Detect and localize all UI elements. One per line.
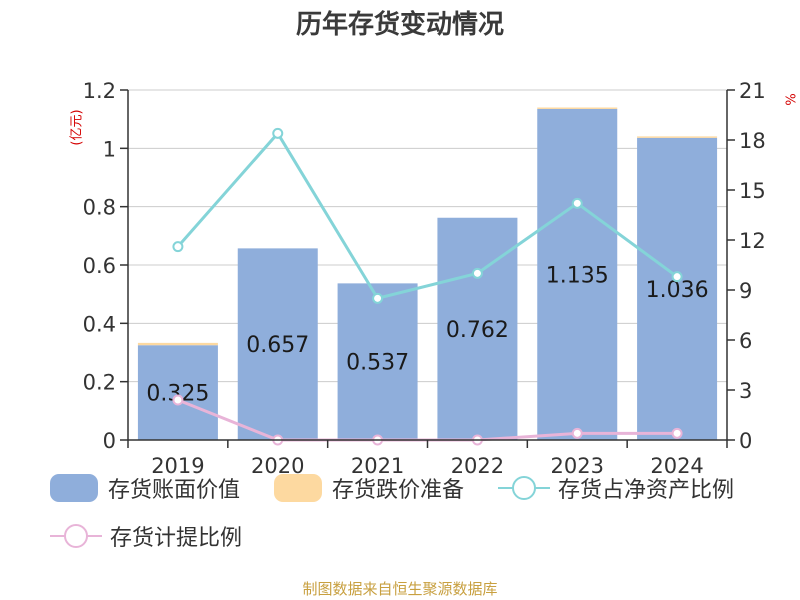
bar-book-value	[137, 345, 218, 440]
bar-series	[137, 107, 718, 441]
legend-swatch-book-value	[50, 474, 98, 502]
bar-impairment	[137, 342, 218, 346]
right-tick-label: 0	[739, 429, 752, 453]
point-net-asset-ratio	[172, 241, 184, 253]
left-tick-label: 0.8	[83, 196, 116, 220]
right-tick-label: 6	[739, 329, 752, 353]
axes	[120, 89, 735, 448]
bar-book-value	[637, 137, 718, 441]
left-tick-label: 0.4	[83, 312, 116, 336]
point-provision-ratio	[671, 427, 683, 439]
bar-book-value	[237, 248, 318, 440]
point-net-asset-ratio	[571, 197, 583, 209]
legend-label-net-asset-ratio: 存货占净资产比例	[558, 478, 735, 503]
point-net-asset-ratio	[471, 267, 483, 279]
legend-swatch-impairment	[274, 474, 322, 502]
right-tick-label: 9	[739, 279, 752, 303]
x-tick-label: 2021	[351, 454, 404, 478]
legend-item-net-asset-ratio[interactable]: 存货占净资产比例	[498, 472, 734, 504]
point-net-asset-ratio	[272, 127, 284, 139]
x-tick-label: 2023	[551, 454, 604, 478]
line-net-asset-ratio	[176, 130, 678, 301]
point-net-asset-ratio	[671, 271, 683, 283]
x-tick-label: 2019	[151, 454, 204, 478]
left-tick-label: 0.2	[83, 371, 116, 395]
right-tick-label: 18	[739, 129, 766, 153]
right-tick-label: 15	[739, 179, 766, 203]
bar-value-label: 0.537	[346, 351, 409, 376]
bar-book-value	[537, 108, 618, 440]
left-tick-label: 0.6	[83, 254, 116, 278]
legend-line-icon-provision-ratio	[50, 524, 102, 548]
point-provision-ratio	[172, 394, 184, 406]
right-tick-label: 3	[739, 379, 752, 403]
legend-label-impairment: 存货跌价准备	[332, 478, 465, 503]
point-net-asset-ratio	[372, 292, 384, 304]
right-tick-label: 12	[739, 229, 766, 253]
legend-item-provision-ratio[interactable]: 存货计提比例	[50, 520, 242, 552]
chart-title: 历年存货变动情况	[295, 10, 504, 40]
x-tick-label: 2022	[451, 454, 504, 478]
legend-label-book-value: 存货账面价值	[108, 478, 241, 503]
bar-impairment	[637, 136, 718, 138]
source-note: 制图数据来自恒生聚源数据库	[302, 580, 498, 598]
left-tick-label: 1	[103, 137, 116, 161]
bar-value-label: 0.657	[246, 333, 309, 358]
legend-label-provision-ratio: 存货计提比例	[110, 526, 243, 551]
legend-item-book-value[interactable]: 存货账面价值	[50, 472, 240, 504]
bar-value-label: 1.135	[546, 263, 609, 288]
point-provision-ratio	[571, 427, 583, 439]
bar-value-label: 0.762	[446, 318, 509, 343]
right-tick-label: 21	[739, 79, 766, 103]
left-tick-label: 1.2	[83, 79, 116, 103]
x-tick-label: 2024	[650, 454, 703, 478]
legend-item-impairment[interactable]: 存货跌价准备	[274, 472, 464, 504]
legend-line-icon-net-asset-ratio	[498, 476, 550, 500]
bar-book-value	[337, 283, 418, 440]
bar-impairment	[537, 107, 618, 109]
left-tick-label: 0	[103, 429, 116, 453]
